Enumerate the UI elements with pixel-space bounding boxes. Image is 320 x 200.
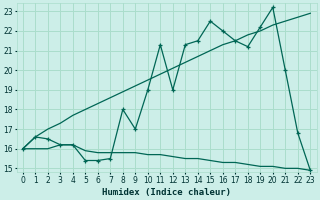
X-axis label: Humidex (Indice chaleur): Humidex (Indice chaleur)	[102, 188, 231, 197]
